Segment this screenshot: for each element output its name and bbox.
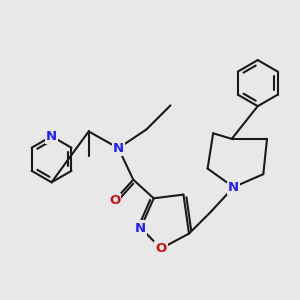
Text: N: N [46, 130, 57, 143]
Text: O: O [109, 194, 120, 207]
Text: O: O [155, 242, 167, 255]
Text: N: N [228, 181, 239, 194]
Text: N: N [113, 142, 124, 154]
Text: N: N [135, 221, 146, 235]
